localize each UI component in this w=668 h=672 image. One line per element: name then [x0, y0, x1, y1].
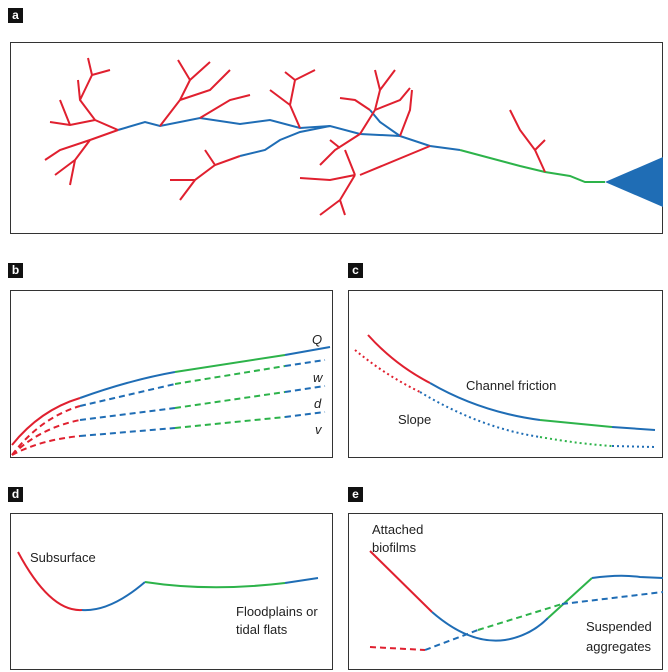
figure: a b c d e Q w d v	[0, 0, 668, 672]
annotation: Floodplains or	[236, 604, 318, 619]
curves-b	[12, 347, 330, 455]
annotation: Attached	[372, 522, 423, 537]
curves-e	[370, 551, 663, 650]
annotation: Channel friction	[466, 378, 556, 393]
annotation: v	[315, 422, 323, 437]
panel-label: d	[12, 487, 19, 501]
annotation: d	[314, 396, 322, 411]
panel-label: c	[352, 263, 359, 277]
annotation: Suspended	[586, 619, 652, 634]
panel-frame	[11, 291, 333, 458]
panel-label: e	[352, 487, 359, 501]
annotation: Slope	[398, 412, 431, 427]
annotation: aggregates	[586, 639, 652, 654]
annotation: biofilms	[372, 540, 417, 555]
annotation: Subsurface	[30, 550, 96, 565]
annotation: tidal flats	[236, 622, 288, 637]
river-network	[45, 58, 663, 215]
panel-frame	[11, 514, 333, 670]
panel-frame	[349, 291, 663, 458]
panel-label: b	[12, 263, 19, 277]
annotation: w	[313, 370, 324, 385]
panel-label: a	[12, 8, 19, 22]
annotation: Q	[312, 332, 322, 347]
